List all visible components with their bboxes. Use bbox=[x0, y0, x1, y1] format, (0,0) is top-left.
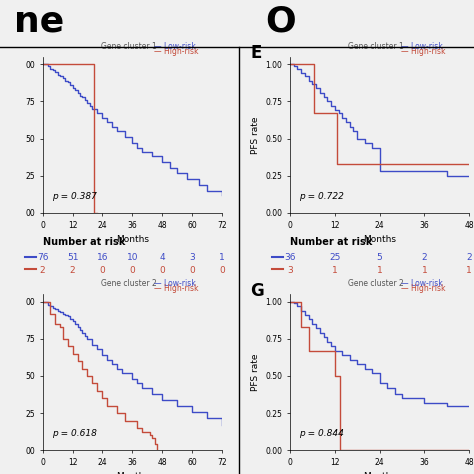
Text: — Low-risk: — Low-risk bbox=[154, 279, 196, 288]
Text: p = 0.387: p = 0.387 bbox=[52, 191, 97, 201]
Text: — Low-risk: — Low-risk bbox=[154, 42, 196, 51]
X-axis label: Months: Months bbox=[363, 473, 396, 474]
Text: 36: 36 bbox=[284, 253, 296, 262]
Text: 4: 4 bbox=[159, 253, 165, 262]
Text: 2: 2 bbox=[422, 253, 427, 262]
Text: ne: ne bbox=[14, 5, 64, 39]
Text: 25: 25 bbox=[329, 253, 340, 262]
Text: — Low-risk: — Low-risk bbox=[401, 42, 443, 51]
X-axis label: Months: Months bbox=[116, 473, 149, 474]
Text: — High-risk: — High-risk bbox=[401, 284, 446, 293]
Text: 2: 2 bbox=[40, 266, 46, 275]
Text: — High-risk: — High-risk bbox=[154, 47, 198, 56]
Text: 0: 0 bbox=[159, 266, 165, 275]
Text: — Low-risk: — Low-risk bbox=[401, 279, 443, 288]
Text: 1: 1 bbox=[466, 266, 472, 275]
Text: O: O bbox=[265, 5, 296, 39]
Text: 2: 2 bbox=[466, 253, 472, 262]
Text: p = 0.618: p = 0.618 bbox=[52, 429, 97, 438]
Text: Number at risk: Number at risk bbox=[43, 237, 125, 246]
Text: 0: 0 bbox=[100, 266, 105, 275]
Text: p = 0.844: p = 0.844 bbox=[299, 429, 344, 438]
Text: Gene cluster 1: Gene cluster 1 bbox=[348, 42, 411, 51]
Text: 51: 51 bbox=[67, 253, 78, 262]
Text: 3: 3 bbox=[287, 266, 293, 275]
Text: Gene cluster 1: Gene cluster 1 bbox=[101, 42, 164, 51]
Text: 10: 10 bbox=[127, 253, 138, 262]
Text: 16: 16 bbox=[97, 253, 108, 262]
Text: 1: 1 bbox=[421, 266, 428, 275]
Text: Gene cluster 2: Gene cluster 2 bbox=[101, 279, 164, 288]
Text: 3: 3 bbox=[189, 253, 195, 262]
Text: 1: 1 bbox=[219, 253, 225, 262]
Text: E: E bbox=[251, 45, 262, 63]
Text: 0: 0 bbox=[189, 266, 195, 275]
Text: p = 0.722: p = 0.722 bbox=[299, 191, 344, 201]
Text: — High-risk: — High-risk bbox=[401, 47, 446, 56]
Text: — High-risk: — High-risk bbox=[154, 284, 198, 293]
Text: Number at risk: Number at risk bbox=[290, 237, 373, 246]
Text: 1: 1 bbox=[377, 266, 383, 275]
Y-axis label: PFS rate: PFS rate bbox=[251, 354, 260, 391]
Text: 5: 5 bbox=[377, 253, 383, 262]
Text: 0: 0 bbox=[129, 266, 135, 275]
Text: 76: 76 bbox=[37, 253, 48, 262]
Text: Gene cluster 2: Gene cluster 2 bbox=[348, 279, 411, 288]
Text: 1: 1 bbox=[332, 266, 337, 275]
Y-axis label: PFS rate: PFS rate bbox=[251, 116, 260, 154]
X-axis label: Months: Months bbox=[363, 235, 396, 244]
Text: 0: 0 bbox=[219, 266, 225, 275]
Text: G: G bbox=[251, 282, 264, 300]
Text: 2: 2 bbox=[70, 266, 75, 275]
X-axis label: Months: Months bbox=[116, 235, 149, 244]
